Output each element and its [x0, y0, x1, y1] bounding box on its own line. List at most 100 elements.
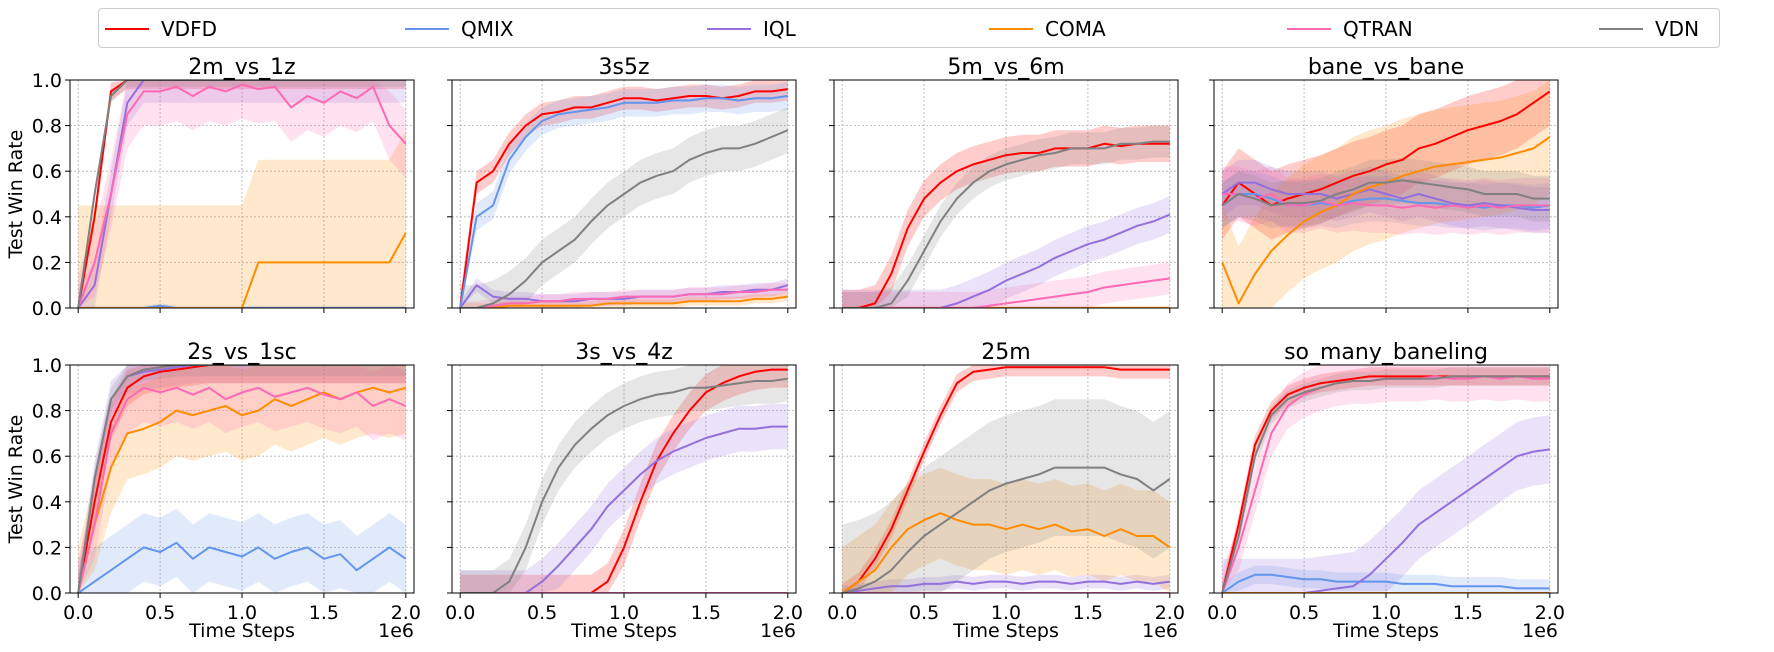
series-iql-bane-vs-bane	[1221, 181, 1550, 211]
legend-swatch-coma	[989, 28, 1033, 30]
xtick-label-2s-vs-1sc: 1.0	[227, 602, 257, 624]
series-iql-3s-vs-4z	[460, 425, 788, 593]
legend-item-vdfd: VDFD	[105, 9, 217, 49]
series-vdn-25m	[841, 466, 1171, 593]
subplot-title-2m-vs-1z: 2m_vs_1z	[188, 55, 295, 80]
subplot-title-3s5z: 3s5z	[598, 55, 649, 80]
series-qtran-5m-vs-6m	[842, 277, 1170, 308]
band-vdfd-bane-vs-bane	[1222, 80, 1550, 240]
series-vdfd-3s-vs-4z	[460, 368, 788, 593]
series-qmix-2s-vs-1sc	[77, 541, 407, 593]
band-iql-25m	[842, 574, 1170, 593]
subplot-title-3s-vs-4z: 3s_vs_4z	[575, 340, 673, 365]
legend-item-qmix: QMIX	[405, 9, 514, 49]
band-vdn-25m	[842, 399, 1170, 593]
series-vdn-3s5z	[460, 129, 789, 308]
x-offset-label-2s-vs-1sc: 1e6	[378, 620, 414, 642]
legend-label-vdfd: VDFD	[161, 17, 217, 41]
series-vdfd-25m	[841, 366, 1170, 593]
legend-label-vdn: VDN	[1655, 17, 1700, 41]
subplot-title-25m: 25m	[981, 340, 1030, 365]
series-iql-so-many-baneling	[1222, 448, 1550, 593]
x-offset-label-so-many-baneling: 1e6	[1522, 620, 1558, 642]
xtick-label-25m: 1.0	[991, 602, 1021, 624]
xtick-label-2s-vs-1sc: 2.0	[391, 602, 421, 624]
band-vdn-3s5z	[460, 107, 788, 308]
band-vdn-bane-vs-bane	[1222, 157, 1550, 229]
band-vdn-3s-vs-4z	[460, 365, 788, 593]
legend-swatch-qmix	[405, 28, 449, 30]
legend-swatch-qtran	[1287, 28, 1331, 30]
band-iql-2m-vs-1z	[78, 80, 406, 308]
xtick-label-so-many-baneling: 1.0	[1371, 602, 1401, 624]
legend-label-coma: COMA	[1045, 17, 1106, 41]
legend-swatch-vdfd	[105, 28, 149, 30]
legend-swatch-vdn	[1599, 28, 1643, 30]
xlabel-25m: Time Steps	[952, 620, 1059, 642]
band-qtran-bane-vs-bane	[1222, 166, 1550, 235]
band-vdfd-3s5z	[460, 80, 788, 308]
band-qtran-5m-vs-6m	[842, 262, 1170, 308]
band-vdn-5m-vs-6m	[842, 125, 1170, 308]
legend: VDFD QMIX IQL COMA QTRAN VDN	[98, 8, 1720, 48]
legend-item-iql: IQL	[707, 9, 796, 49]
legend-item-coma: COMA	[989, 9, 1106, 49]
x-offset-label-25m: 1e6	[1142, 620, 1178, 642]
band-iql-3s-vs-4z	[460, 403, 788, 593]
xtick-label-2s-vs-1sc: 0.5	[145, 602, 175, 624]
series-qtran-2s-vs-1sc	[77, 386, 407, 593]
xtick-label-so-many-baneling: 0.0	[1207, 602, 1237, 624]
ytick-label-2m-vs-1z: 1.0	[32, 70, 62, 92]
series-vdn-bane-vs-bane	[1221, 179, 1550, 207]
series-iql-25m	[842, 580, 1170, 593]
xtick-label-3s-vs-4z: 0.5	[527, 602, 557, 624]
subplot-title-2s-vs-1sc: 2s_vs_1sc	[187, 340, 297, 365]
xtick-label-so-many-baneling: 0.5	[1289, 602, 1319, 624]
legend-label-iql: IQL	[763, 17, 796, 41]
xtick-label-3s-vs-4z: 1.0	[609, 602, 639, 624]
series-vdn-5m-vs-6m	[842, 140, 1170, 308]
band-qtran-2m-vs-1z	[78, 80, 406, 308]
xtick-label-3s-vs-4z: 0.0	[445, 602, 475, 624]
band-iql-so-many-baneling	[1222, 415, 1550, 593]
band-coma-3s5z	[460, 292, 788, 308]
band-iql-bane-vs-bane	[1222, 159, 1550, 233]
band-qmix-3s5z	[460, 82, 788, 308]
subplot-title-so-many-baneling: so_many_baneling	[1284, 340, 1488, 365]
ytick-label-2s-vs-1sc: 1.0	[32, 355, 62, 377]
ytick-label-2s-vs-1sc: 0.6	[32, 446, 62, 468]
xtick-label-25m: 1.5	[1073, 602, 1103, 624]
ylabel-2m-vs-1z: Test Win Rate	[5, 130, 27, 260]
xtick-label-25m: 2.0	[1155, 602, 1185, 624]
ytick-label-2m-vs-1z: 0.4	[32, 207, 62, 229]
ytick-label-2s-vs-1sc: 0.8	[32, 401, 62, 423]
legend-item-vdn: VDN	[1599, 9, 1699, 49]
xtick-label-so-many-baneling: 1.5	[1453, 602, 1483, 624]
xtick-label-2s-vs-1sc: 0.0	[63, 602, 93, 624]
band-iql-5m-vs-6m	[842, 196, 1170, 308]
series-coma-3s5z	[460, 295, 788, 308]
series-coma-2m-vs-1z	[78, 232, 407, 308]
ytick-label-2s-vs-1sc: 0.2	[32, 537, 62, 559]
band-coma-2m-vs-1z	[78, 130, 406, 308]
ytick-label-2m-vs-1z: 0.6	[32, 161, 62, 183]
band-qmix-bane-vs-bane	[1222, 171, 1550, 231]
ylabel-2s-vs-1sc: Test Win Rate	[5, 415, 27, 545]
xtick-label-25m: 0.5	[909, 602, 939, 624]
band-qmix-2s-vs-1sc	[78, 508, 406, 593]
series-qtran-3s5z	[460, 288, 788, 308]
series-vdn-3s-vs-4z	[460, 377, 788, 593]
ytick-label-2m-vs-1z: 0.0	[32, 298, 62, 320]
series-vdn-2s-vs-1sc	[77, 365, 406, 593]
ytick-label-2s-vs-1sc: 0.0	[32, 583, 62, 605]
xtick-label-so-many-baneling: 2.0	[1535, 602, 1565, 624]
series-qmix-so-many-baneling	[1221, 573, 1550, 593]
ytick-label-2s-vs-1sc: 0.4	[32, 492, 62, 514]
x-offset-label-3s-vs-4z: 1e6	[760, 620, 796, 642]
xlabel-2s-vs-1sc: Time Steps	[188, 620, 295, 642]
xtick-label-3s-vs-4z: 2.0	[773, 602, 803, 624]
band-coma-25m	[842, 467, 1170, 593]
series-vdfd-bane-vs-bane	[1221, 90, 1551, 207]
legend-swatch-iql	[707, 28, 751, 30]
